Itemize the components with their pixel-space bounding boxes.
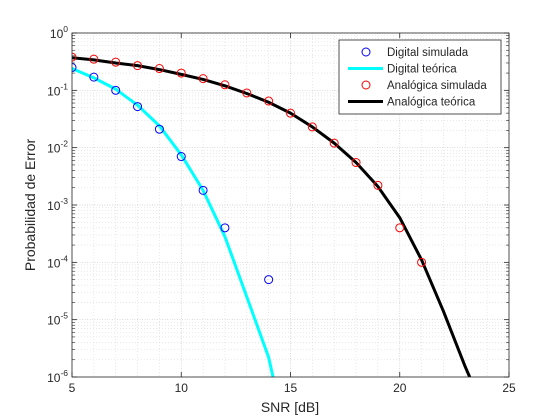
data-point-series-2 <box>176 68 186 78</box>
data-point-series-0 <box>264 275 274 285</box>
data-point-series-2 <box>373 180 383 190</box>
series-group <box>72 52 472 377</box>
y-tick-label-exponent: -6 <box>60 368 68 378</box>
y-tick-label-exponent: -3 <box>60 196 68 206</box>
y-tick-label: 10-1 <box>47 81 68 98</box>
y-tick-label-base: 10 <box>47 142 61 156</box>
x-tick-label: 5 <box>69 381 76 395</box>
data-point-series-2 <box>307 122 317 132</box>
x-axis-label: SNR [dB] <box>261 399 319 415</box>
data-point-series-0 <box>154 124 164 134</box>
data-point-series-2 <box>111 57 121 67</box>
x-tick-label: 20 <box>393 381 407 395</box>
y-tick-label: 100 <box>50 24 68 41</box>
data-point-series-0 <box>133 102 143 112</box>
data-point-series-2 <box>198 74 208 84</box>
y-tick-label-exponent: -5 <box>60 311 68 321</box>
data-point-series-0 <box>176 152 186 162</box>
legend: Digital simulada Digital teórica Analógica… <box>338 39 502 115</box>
data-point-series-2 <box>242 88 252 98</box>
legend-label-2: Analógica simulada <box>387 80 487 92</box>
data-point-series-2 <box>351 158 361 168</box>
data-point-series-0 <box>220 223 230 233</box>
y-tick-label-exponent: -2 <box>60 139 68 149</box>
x-tick-label: 15 <box>284 381 298 395</box>
legend-label-3: Analógica teórica <box>387 97 476 109</box>
y-tick-label-base: 10 <box>47 199 61 213</box>
y-tick-label-base: 10 <box>47 256 61 270</box>
legend-marker-swatch-0 <box>361 47 371 57</box>
x-tick-label: 10 <box>175 381 189 395</box>
data-point-series-2 <box>286 108 295 118</box>
data-point-series-2 <box>264 96 274 106</box>
y-tick-label-base: 10 <box>47 371 61 385</box>
y-tick-label: 10-2 <box>47 139 68 156</box>
y-axis-label: Probabilidad de Error <box>22 139 38 272</box>
legend-label-0: Digital simulada <box>387 47 469 59</box>
data-point-series-2 <box>220 80 230 90</box>
y-tick-label-base: 10 <box>47 84 61 98</box>
y-tick-label-base: 10 <box>50 27 64 41</box>
legend-label-1: Digital teórica <box>387 64 457 76</box>
y-tick-label: 10-4 <box>47 253 68 270</box>
legend-marker-swatch-2 <box>361 80 371 90</box>
data-point-series-2 <box>395 223 405 233</box>
x-tick-label: 25 <box>502 381 516 395</box>
data-point-series-2 <box>329 138 339 148</box>
data-point-series-2 <box>89 54 99 64</box>
data-point-series-0 <box>72 63 77 73</box>
y-tick-label-exponent: -1 <box>60 81 68 91</box>
data-point-series-2 <box>154 64 164 74</box>
y-tick-label: 10-6 <box>47 368 68 385</box>
series-line-1 <box>72 67 275 377</box>
data-point-series-0 <box>198 185 208 195</box>
data-point-series-0 <box>111 85 121 95</box>
y-tick-label-exponent: 0 <box>63 24 68 34</box>
data-point-series-2 <box>72 52 77 62</box>
y-tick-label: 10-3 <box>47 196 68 213</box>
y-tick-label-exponent: -4 <box>60 253 68 263</box>
data-point-series-2 <box>133 61 143 71</box>
data-point-series-2 <box>417 257 427 267</box>
data-point-series-0 <box>89 72 99 82</box>
y-tick-label: 10-5 <box>47 311 68 328</box>
y-tick-label-base: 10 <box>47 314 61 328</box>
